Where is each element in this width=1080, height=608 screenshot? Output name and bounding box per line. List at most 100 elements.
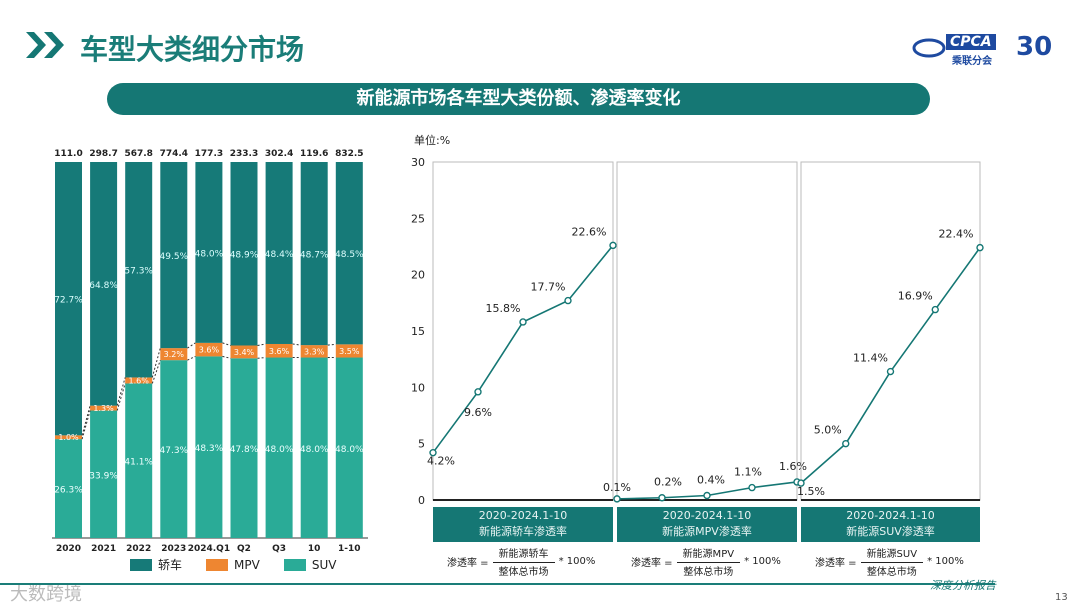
bar-legend: 轿车 MPV SUV [130, 556, 336, 573]
panel-frame [616, 161, 798, 501]
y-tick-label: 20 [411, 269, 425, 282]
bar-mpv [335, 344, 363, 358]
bar-label-sedan: 48.7% [300, 251, 329, 261]
data-label: 1.5% [797, 485, 825, 498]
connector [151, 347, 161, 378]
series-line [800, 247, 981, 484]
connector [222, 342, 231, 346]
bar-label-mpv: 3.5% [339, 347, 360, 356]
panel-frame [432, 161, 614, 501]
data-label: 11.4% [853, 352, 888, 365]
bar-sedan [90, 162, 118, 406]
x-tick-label: Q3 [272, 544, 286, 554]
bar-label-mpv: 3.6% [199, 346, 220, 355]
penetration-formula: 渗透率 = 新能源MPV 整体总市场 * 100% [631, 545, 781, 578]
page-number: 13 [1055, 592, 1068, 603]
bar-label-suv: 48.3% [195, 444, 224, 454]
footer-divider [0, 583, 995, 585]
report-label: 深度分析报告 [930, 579, 996, 592]
panel-title: 2020-2024.1-10 新能源SUV渗透率 [801, 507, 980, 542]
bar-label-sedan: 57.3% [124, 267, 153, 277]
connector [116, 383, 126, 411]
bar-label-sedan: 48.9% [230, 251, 259, 261]
bar-suv [265, 357, 293, 538]
data-point [564, 296, 572, 305]
bar-mpv [160, 348, 188, 361]
bar-label-mpv: 1.6% [129, 376, 150, 385]
y-tick-label: 5 [418, 438, 425, 451]
cpca-emblem-icon [912, 38, 946, 58]
penetration-formula: 渗透率 = 新能源轿车 整体总市场 * 100% [447, 545, 595, 578]
bar-suv [195, 356, 223, 538]
penetration-formula: 渗透率 = 新能源SUV 整体总市场 * 100% [815, 545, 964, 578]
page-title: 车型大类细分市场 [80, 33, 305, 66]
bar-label-sedan: 48.0% [195, 249, 224, 259]
bar-total: 302.4 [265, 149, 293, 159]
data-label: 17.7% [531, 281, 566, 294]
data-label: 1.1% [734, 466, 762, 479]
connector [292, 343, 301, 346]
data-point [931, 305, 939, 314]
chevron-double-icon [26, 32, 64, 58]
connector [222, 355, 231, 359]
legend-mpv: MPV [206, 556, 260, 573]
bar-label-suv: 48.0% [335, 445, 364, 455]
bar-mpv [230, 345, 258, 359]
bar-sedan [55, 162, 82, 436]
data-point [429, 448, 437, 457]
panel-title: 2020-2024.1-10 新能源轿车渗透率 [433, 507, 613, 542]
data-label: 22.4% [939, 228, 974, 241]
data-label: 0.1% [603, 481, 631, 494]
penetration-line-chart: 单位:% 0 5 10 15 20 25 30 4.2% 9.6% 15.8% 17.7% 22.6% 0… [411, 133, 984, 507]
x-tick-label: 2020 [56, 544, 81, 554]
bar-suv [55, 439, 82, 538]
bar-suv [125, 383, 153, 538]
legend-suv: SUV [283, 556, 336, 573]
bar-sedan [125, 162, 153, 378]
bar-label-suv: 48.0% [265, 445, 294, 455]
x-tick-label: 2022 [126, 544, 151, 554]
bar-mpv [125, 377, 153, 384]
data-label: 4.2% [427, 455, 455, 468]
data-point [976, 243, 984, 252]
connector [257, 343, 266, 346]
data-point [842, 439, 850, 448]
x-tick-label: 2021 [91, 544, 116, 554]
legend-sedan: 轿车 [130, 556, 182, 573]
y-tick-label: 30 [411, 156, 425, 169]
connector [257, 357, 266, 359]
bar-total: 774.4 [160, 149, 188, 159]
data-label: 15.8% [486, 302, 521, 315]
panel-frame [800, 161, 981, 501]
bar-total: 119.6 [300, 149, 328, 159]
connector [81, 410, 91, 440]
bar-label-mpv: 1.3% [93, 404, 114, 413]
y-tick-label: 25 [411, 212, 425, 225]
bar-label-sedan: 48.4% [265, 250, 294, 260]
bar-label-sedan: 72.7% [54, 296, 83, 306]
bar-mpv [265, 343, 293, 358]
bar-total: 177.3 [195, 149, 223, 159]
bar-mpv [300, 345, 328, 358]
cpca-logo: CPCA 乘联分会 30 [912, 32, 1072, 67]
bar-sedan [265, 162, 293, 344]
x-tick-label: 10 [308, 544, 321, 554]
series-line [432, 244, 614, 454]
data-point [703, 491, 711, 500]
bar-suv [230, 358, 258, 538]
bar-label-mpv: 3.6% [269, 347, 290, 356]
section-banner: 新能源市场各车型大类份额、渗透率变化 [107, 83, 930, 115]
bar-total: 111.0 [54, 149, 82, 159]
data-label: 16.9% [898, 290, 933, 303]
bar-label-mpv: 3.2% [164, 350, 185, 359]
bar-label-suv: 48.0% [300, 445, 329, 455]
data-point [748, 483, 756, 492]
data-point [609, 241, 617, 250]
data-point [519, 318, 527, 326]
data-label: 0.4% [697, 473, 725, 486]
bar-suv [90, 410, 118, 538]
share-bar-chart: 72.7% 1.0% 26.3% 111.0 2020 64.8% 1.3% 33.9% 298… [52, 149, 368, 554]
watermark: 大数跨境 [10, 584, 82, 605]
bar-label-mpv: 3.4% [234, 348, 255, 357]
bar-sedan [160, 162, 188, 349]
